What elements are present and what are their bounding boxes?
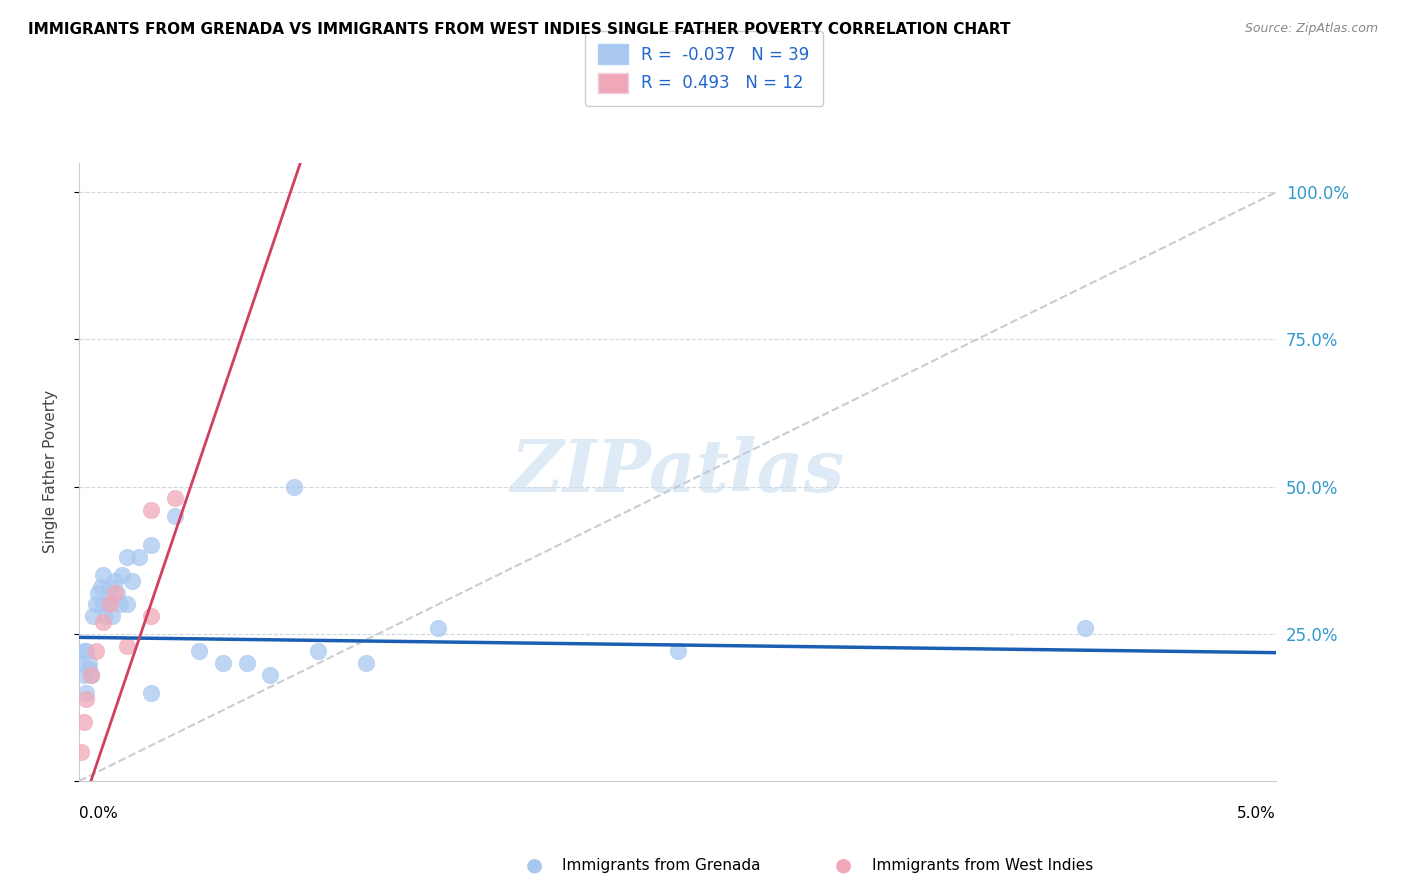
Text: IMMIGRANTS FROM GRENADA VS IMMIGRANTS FROM WEST INDIES SINGLE FATHER POVERTY COR: IMMIGRANTS FROM GRENADA VS IMMIGRANTS FR… — [28, 22, 1011, 37]
Point — [666, 644, 689, 658]
Point — [80, 668, 103, 682]
Text: Source: ZipAtlas.com: Source: ZipAtlas.com — [1244, 22, 1378, 36]
Point — [163, 509, 186, 524]
Point — [108, 598, 131, 612]
Point — [98, 580, 121, 594]
Point — [97, 598, 120, 612]
Point — [82, 609, 104, 624]
Point — [105, 585, 128, 599]
Point — [75, 686, 97, 700]
Point — [73, 715, 96, 730]
Point — [128, 550, 150, 565]
Point — [139, 686, 162, 700]
Point — [89, 580, 111, 594]
Point — [115, 598, 138, 612]
Point — [77, 662, 100, 676]
Point — [104, 574, 127, 588]
Point — [115, 639, 138, 653]
Point — [70, 657, 93, 671]
Point — [77, 657, 100, 671]
Text: Immigrants from Grenada: Immigrants from Grenada — [562, 858, 761, 872]
Y-axis label: Single Father Poverty: Single Father Poverty — [44, 391, 58, 553]
Point — [115, 550, 138, 565]
Point — [91, 615, 114, 629]
Point — [307, 644, 329, 658]
Text: ●: ● — [526, 855, 543, 875]
Point — [87, 585, 110, 599]
Point — [101, 609, 124, 624]
Point — [187, 644, 209, 658]
Point — [104, 585, 127, 599]
Point — [73, 668, 96, 682]
Point — [70, 745, 93, 759]
Point — [73, 644, 96, 658]
Point — [111, 568, 134, 582]
Point — [235, 657, 257, 671]
Point — [259, 668, 281, 682]
Point — [427, 621, 450, 635]
Point — [91, 598, 114, 612]
Text: 0.0%: 0.0% — [79, 805, 118, 821]
Text: ZIPatlas: ZIPatlas — [510, 436, 845, 508]
Point — [91, 568, 114, 582]
Point — [211, 657, 233, 671]
Point — [1073, 621, 1095, 635]
Text: 5.0%: 5.0% — [1237, 805, 1277, 821]
Point — [84, 644, 107, 658]
Point — [80, 668, 103, 682]
Text: Immigrants from West Indies: Immigrants from West Indies — [872, 858, 1092, 872]
Point — [283, 480, 305, 494]
Text: ●: ● — [835, 855, 852, 875]
Point — [163, 491, 186, 506]
Legend: R =  -0.037   N = 39, R =  0.493   N = 12: R = -0.037 N = 39, R = 0.493 N = 12 — [585, 30, 823, 106]
Point — [84, 598, 107, 612]
Point — [139, 609, 162, 624]
Point — [75, 691, 97, 706]
Point — [139, 503, 162, 517]
Point — [356, 657, 378, 671]
Point — [98, 598, 121, 612]
Point — [121, 574, 143, 588]
Point — [75, 644, 97, 658]
Point — [139, 539, 162, 553]
Point — [94, 609, 117, 624]
